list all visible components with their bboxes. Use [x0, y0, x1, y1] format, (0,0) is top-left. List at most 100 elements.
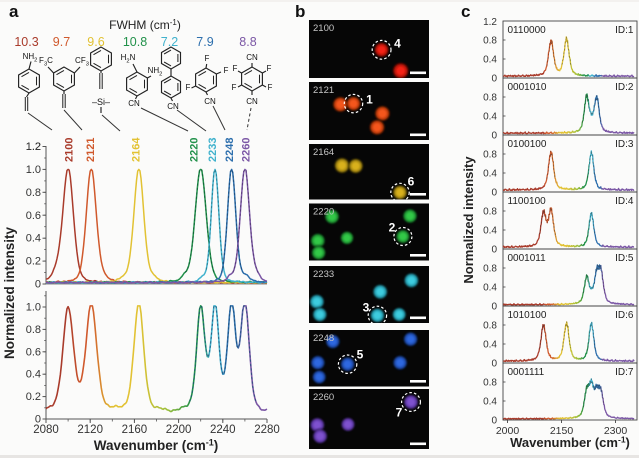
svg-text:8.8: 8.8 — [239, 35, 256, 49]
svg-text:1.2: 1.2 — [483, 17, 497, 28]
svg-text:ID:7: ID:7 — [615, 367, 634, 378]
svg-text:9.6: 9.6 — [87, 35, 104, 49]
svg-text:CN: CN — [128, 99, 140, 108]
svg-text:6: 6 — [408, 175, 415, 189]
svg-text:0.6: 0.6 — [26, 346, 41, 358]
svg-text:2121: 2121 — [313, 85, 334, 96]
svg-text:F: F — [205, 54, 210, 63]
svg-text:0.4: 0.4 — [483, 397, 497, 408]
svg-text:0.4: 0.4 — [483, 112, 497, 123]
svg-text:2233: 2233 — [313, 269, 334, 280]
svg-text:0001011: 0001011 — [508, 253, 547, 264]
svg-text:2120: 2120 — [77, 424, 103, 436]
svg-text:0: 0 — [491, 416, 497, 427]
svg-text:0.4: 0.4 — [483, 283, 497, 294]
svg-text:NH2: NH2 — [23, 52, 38, 64]
svg-text:7.2: 7.2 — [161, 35, 178, 49]
svg-text:0.4: 0.4 — [26, 369, 41, 381]
svg-text:1.2: 1.2 — [26, 141, 41, 153]
svg-text:ID:5: ID:5 — [615, 253, 634, 264]
svg-text:ID:4: ID:4 — [615, 196, 634, 207]
svg-text:CN: CN — [246, 97, 258, 106]
svg-text:9.7: 9.7 — [53, 35, 70, 49]
svg-text:1: 1 — [366, 93, 373, 107]
svg-text:5: 5 — [357, 348, 364, 362]
svg-text:Wavenumber (cm-1): Wavenumber (cm-1) — [94, 438, 219, 454]
svg-text:F: F — [224, 66, 229, 75]
svg-text:2248: 2248 — [224, 138, 236, 162]
svg-text:2100: 2100 — [64, 138, 76, 162]
svg-text:2150: 2150 — [550, 425, 574, 437]
svg-text:F: F — [232, 83, 237, 92]
svg-text:1100100: 1100100 — [508, 196, 547, 207]
svg-text:Wavenumber (cm-1): Wavenumber (cm-1) — [510, 435, 630, 451]
svg-text:1010100: 1010100 — [508, 310, 547, 321]
svg-text:H2N: H2N — [121, 53, 136, 65]
svg-text:2200: 2200 — [166, 424, 192, 436]
svg-text:2280: 2280 — [254, 424, 280, 436]
svg-text:0001111: 0001111 — [508, 367, 545, 378]
svg-text:2164: 2164 — [313, 147, 334, 158]
svg-text:ID:6: ID:6 — [615, 310, 634, 321]
svg-text:10.3: 10.3 — [14, 35, 38, 49]
svg-text:0.8: 0.8 — [483, 321, 497, 332]
svg-text:NH2: NH2 — [148, 66, 163, 78]
svg-text:0.4: 0.4 — [483, 226, 497, 237]
svg-text:2248: 2248 — [313, 333, 334, 344]
svg-text:0: 0 — [491, 302, 497, 313]
svg-text:a: a — [9, 2, 19, 21]
svg-text:0.8: 0.8 — [26, 187, 41, 199]
svg-text:CN: CN — [246, 53, 258, 62]
svg-text:2160: 2160 — [122, 424, 148, 436]
svg-text:c: c — [461, 2, 470, 21]
svg-text:F: F — [186, 83, 191, 92]
svg-text:2300: 2300 — [604, 425, 628, 437]
svg-text:0001010: 0001010 — [508, 82, 547, 93]
svg-text:1.0: 1.0 — [26, 302, 41, 314]
svg-text:2080: 2080 — [33, 424, 59, 436]
svg-text:1.2: 1.2 — [26, 141, 41, 153]
svg-text:0: 0 — [491, 188, 497, 199]
svg-text:0.8: 0.8 — [483, 150, 497, 161]
svg-text:0100100: 0100100 — [508, 139, 547, 150]
svg-text:F: F — [268, 83, 273, 92]
svg-text:2260: 2260 — [313, 392, 334, 403]
svg-text:F: F — [267, 64, 272, 73]
svg-text:FWHM (cm-1): FWHM (cm-1) — [109, 18, 181, 32]
svg-text:ID:2: ID:2 — [615, 82, 634, 93]
svg-text:0: 0 — [491, 131, 497, 142]
svg-text:0.2: 0.2 — [26, 391, 41, 403]
svg-text:2240: 2240 — [210, 424, 236, 436]
svg-text:Normalized intensity: Normalized intensity — [461, 156, 476, 284]
svg-text:0: 0 — [491, 245, 497, 256]
svg-text:0: 0 — [35, 279, 41, 291]
svg-text:–Si–: –Si– — [92, 97, 110, 107]
svg-text:2100: 2100 — [313, 23, 334, 34]
svg-text:3: 3 — [363, 301, 370, 315]
svg-text:0.8: 0.8 — [483, 378, 497, 389]
svg-text:7.9: 7.9 — [196, 35, 213, 49]
svg-text:2: 2 — [389, 221, 396, 235]
svg-text:2164: 2164 — [131, 137, 143, 162]
svg-text:2233: 2233 — [207, 138, 219, 162]
svg-text:0.8: 0.8 — [483, 36, 497, 47]
svg-text:1.0: 1.0 — [26, 164, 41, 176]
svg-text:0110000: 0110000 — [508, 25, 547, 36]
svg-text:Normalized intensity: Normalized intensity — [2, 226, 17, 359]
svg-text:F3C: F3C — [39, 56, 53, 68]
svg-text:0.8: 0.8 — [483, 207, 497, 218]
svg-text:10.8: 10.8 — [123, 35, 147, 49]
svg-text:2220: 2220 — [313, 207, 334, 218]
svg-text:ID:3: ID:3 — [615, 139, 634, 150]
svg-text:4: 4 — [394, 37, 401, 51]
svg-text:0.4: 0.4 — [26, 233, 41, 245]
svg-text:0.2: 0.2 — [26, 256, 41, 268]
svg-text:0.4: 0.4 — [483, 55, 497, 66]
svg-text:2121: 2121 — [85, 138, 97, 162]
svg-text:2220: 2220 — [189, 138, 201, 162]
svg-text:0: 0 — [491, 359, 497, 370]
svg-text:ID:1: ID:1 — [615, 25, 634, 36]
svg-text:0.8: 0.8 — [483, 93, 497, 104]
svg-text:0.4: 0.4 — [483, 340, 497, 351]
svg-text:0.4: 0.4 — [483, 169, 497, 180]
